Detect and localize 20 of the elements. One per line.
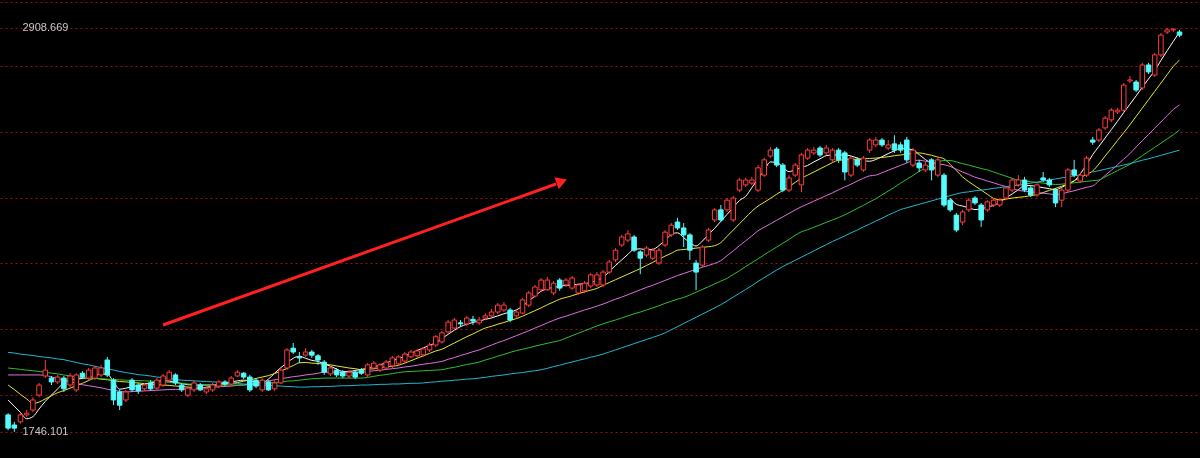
candlestick bbox=[1052, 187, 1059, 208]
candlestick bbox=[476, 316, 482, 326]
candlestick bbox=[935, 157, 941, 178]
candlestick bbox=[953, 212, 960, 233]
candlestick bbox=[699, 244, 706, 268]
candlestick bbox=[848, 155, 854, 178]
candlestick bbox=[1127, 75, 1133, 84]
candlestick bbox=[910, 147, 916, 168]
candlestick bbox=[1139, 62, 1146, 91]
candlestick bbox=[284, 347, 290, 371]
y-tick-label: 1746.101 bbox=[22, 425, 69, 438]
candlestick bbox=[1071, 159, 1077, 178]
candlestick bbox=[104, 356, 111, 378]
candlestick bbox=[978, 202, 984, 228]
candlestick bbox=[42, 359, 49, 379]
candlestick bbox=[637, 249, 644, 275]
candlestick bbox=[928, 157, 935, 181]
candlestick bbox=[693, 259, 699, 291]
y-tick-label: 2908.669 bbox=[22, 21, 69, 34]
candlestick bbox=[470, 315, 476, 326]
